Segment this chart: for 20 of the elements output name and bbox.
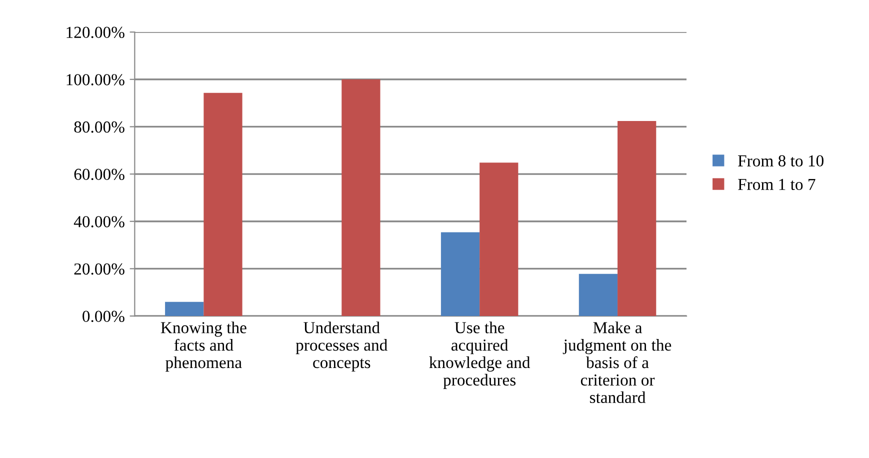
bar xyxy=(204,92,242,316)
x-tick-label: Knowing the facts and phenomena xyxy=(160,322,246,372)
y-tick-label: 20.00% xyxy=(74,263,124,275)
y-tick-label: 100.00% xyxy=(66,74,124,86)
bar xyxy=(342,79,380,316)
x-tick-label: Use the acquired knowledge and procedures xyxy=(429,322,530,390)
bar xyxy=(480,162,518,316)
y-tick-label: 120.00% xyxy=(66,26,124,38)
x-tick-label: Understand processes and concepts xyxy=(296,322,388,372)
y-tick-label: 80.00% xyxy=(74,121,124,133)
bar xyxy=(618,121,656,316)
y-tick-label: 0.00% xyxy=(82,310,124,322)
y-tick-label: 60.00% xyxy=(74,168,124,180)
x-tick-label: Make a judgment on the basis of a criterion or standard xyxy=(562,322,672,404)
bar xyxy=(165,302,204,316)
y-tick-label: 40.00% xyxy=(74,216,124,228)
legend-label: From 1 to 7 xyxy=(738,178,816,190)
bar xyxy=(578,274,618,316)
bar xyxy=(440,232,480,316)
legend-label: From 8 to 10 xyxy=(738,155,824,166)
